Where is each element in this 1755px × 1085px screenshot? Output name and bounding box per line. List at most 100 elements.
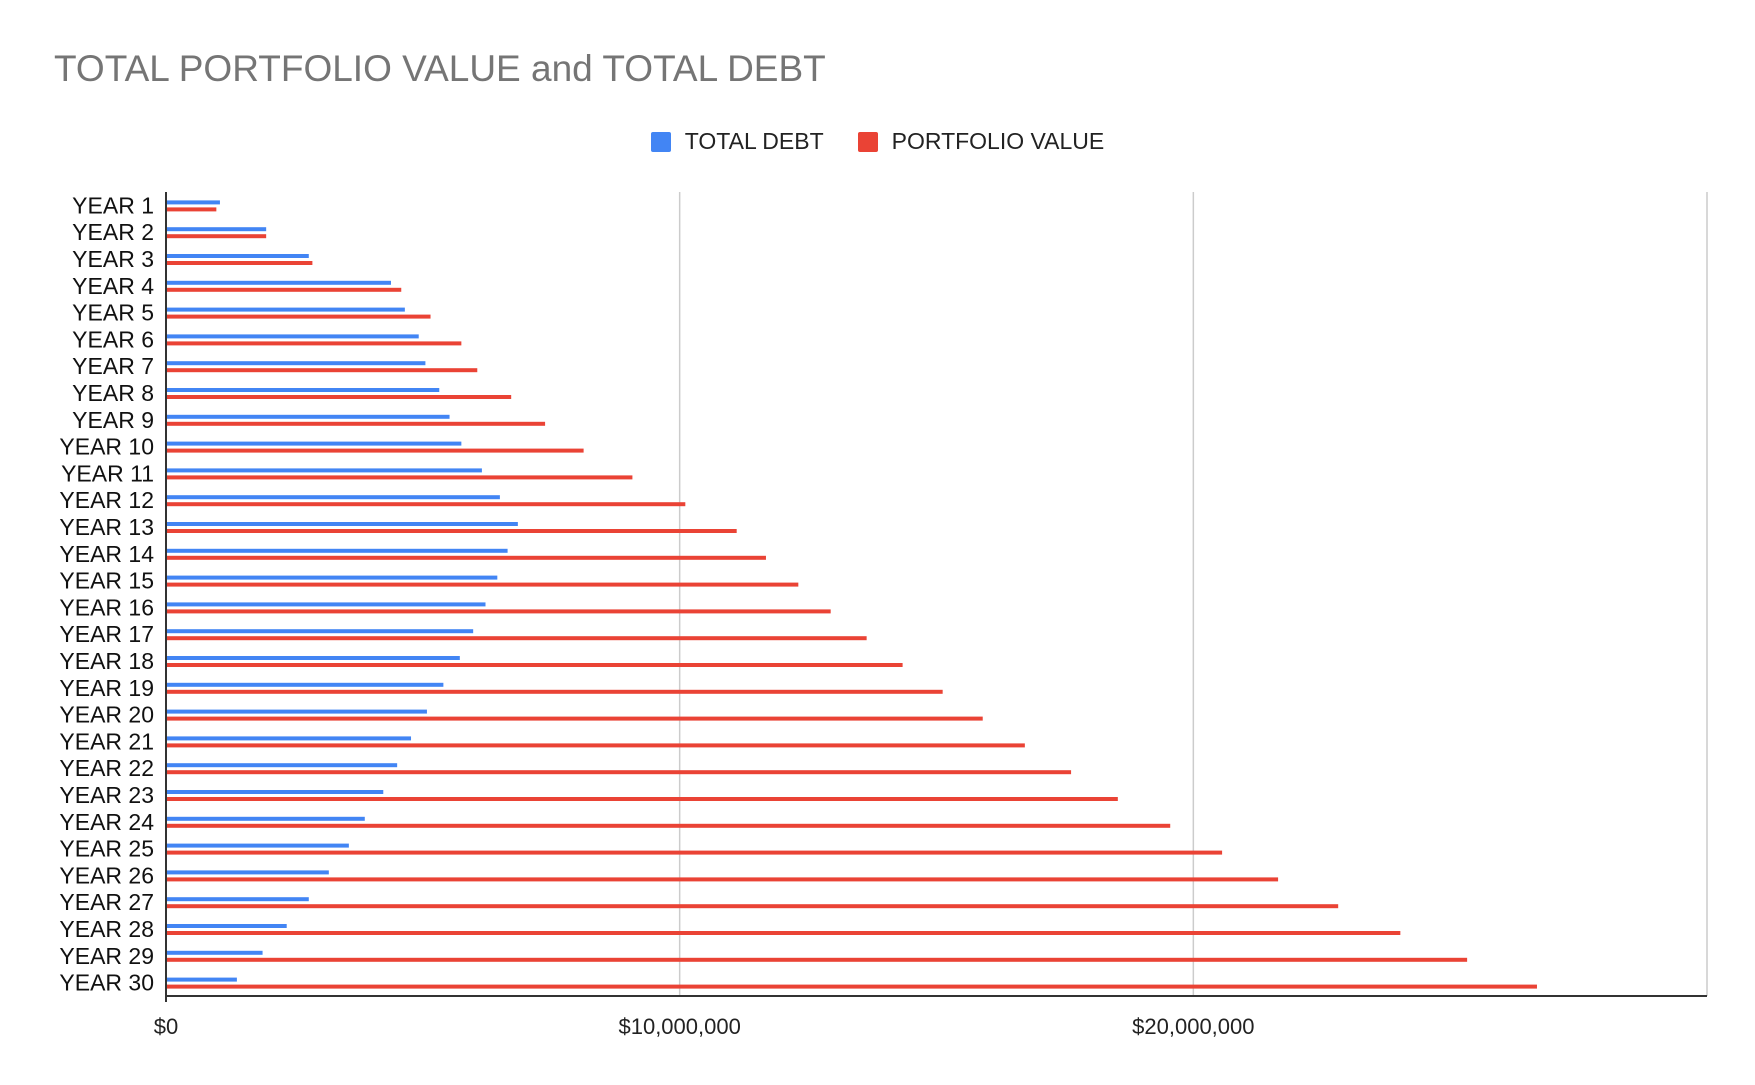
bar-total-debt[interactable] [166, 709, 427, 714]
y-category-label: YEAR 4 [72, 273, 154, 299]
y-category-label: YEAR 26 [59, 862, 154, 888]
x-tick-label: $0 [154, 1014, 178, 1039]
bar-portfolio-value[interactable] [166, 341, 462, 346]
bar-portfolio-value[interactable] [166, 555, 766, 560]
bar-portfolio-value[interactable] [166, 770, 1072, 775]
y-category-label: YEAR 8 [72, 380, 154, 406]
y-category-label: YEAR 1 [72, 192, 154, 218]
y-category-label: YEAR 7 [72, 353, 154, 379]
y-category-label: YEAR 11 [61, 460, 154, 486]
bar-portfolio-value[interactable] [166, 314, 431, 319]
bar-total-debt[interactable] [166, 522, 518, 526]
bar-portfolio-value[interactable] [166, 984, 1537, 989]
legend-label-portfolio-value: PORTFOLIO VALUE [891, 128, 1105, 154]
bar-total-debt[interactable] [166, 307, 405, 312]
bar-portfolio-value[interactable] [166, 502, 686, 507]
bar-portfolio-value[interactable] [166, 207, 217, 212]
y-category-label: YEAR 25 [59, 836, 154, 862]
y-category-label: YEAR 12 [59, 487, 154, 513]
bar-total-debt[interactable] [166, 629, 474, 634]
bar-total-debt[interactable] [166, 602, 486, 607]
bar-portfolio-value[interactable] [166, 689, 943, 694]
y-category-label: YEAR 2 [72, 219, 154, 245]
y-category-label: YEAR 14 [59, 541, 154, 567]
bar-total-debt[interactable] [166, 816, 365, 821]
bar-total-debt[interactable] [166, 897, 309, 902]
bar-total-debt[interactable] [166, 361, 426, 366]
y-category-label: YEAR 24 [59, 809, 154, 835]
bar-total-debt[interactable] [166, 495, 500, 500]
bar-total-debt[interactable] [166, 736, 412, 741]
bar-portfolio-value[interactable] [166, 850, 1223, 855]
y-category-label: YEAR 17 [59, 621, 154, 647]
y-category-label: YEAR 27 [59, 889, 154, 915]
y-category-label: YEAR 16 [59, 594, 154, 620]
bar-portfolio-value[interactable] [166, 448, 584, 453]
y-category-label: YEAR 28 [59, 916, 154, 942]
bar-total-debt[interactable] [166, 280, 391, 285]
bar-portfolio-value[interactable] [166, 663, 903, 667]
bar-portfolio-value[interactable] [166, 716, 983, 721]
bar-portfolio-value[interactable] [166, 261, 313, 265]
bar-total-debt[interactable] [166, 414, 450, 419]
y-category-label: YEAR 3 [72, 246, 154, 272]
bar-total-debt[interactable] [166, 227, 267, 232]
bar-total-debt[interactable] [166, 950, 263, 955]
y-category-label: YEAR 18 [59, 648, 154, 674]
legend-label-total-debt: TOTAL DEBT [684, 128, 824, 154]
bar-total-debt[interactable] [166, 441, 462, 446]
y-category-label: YEAR 15 [59, 568, 154, 594]
y-category-label: YEAR 5 [72, 300, 154, 326]
legend: TOTAL DEBT PORTFOLIO VALUE [0, 128, 1755, 155]
bar-total-debt[interactable] [166, 977, 237, 982]
bar-portfolio-value[interactable] [166, 529, 737, 533]
y-category-label: YEAR 23 [59, 782, 154, 808]
bar-total-debt[interactable] [166, 254, 309, 258]
bar-total-debt[interactable] [166, 656, 460, 660]
bar-portfolio-value[interactable] [166, 931, 1401, 935]
legend-swatch-total-debt [650, 131, 671, 152]
y-category-label: YEAR 29 [59, 943, 154, 969]
bar-total-debt[interactable] [166, 843, 349, 848]
legend-swatch-portfolio-value [857, 131, 878, 152]
y-category-label: YEAR 22 [59, 755, 154, 781]
bar-total-debt[interactable] [166, 790, 384, 794]
bar-portfolio-value[interactable] [166, 609, 831, 614]
y-category-label: YEAR 9 [72, 407, 154, 433]
y-category-label: YEAR 13 [59, 514, 154, 540]
bar-portfolio-value[interactable] [166, 904, 1339, 909]
bar-portfolio-value[interactable] [166, 234, 267, 239]
bar-total-debt[interactable] [166, 548, 508, 553]
y-category-label: YEAR 6 [72, 326, 154, 352]
y-category-label: YEAR 19 [59, 675, 154, 701]
bar-portfolio-value[interactable] [166, 636, 867, 641]
bar-portfolio-value[interactable] [166, 475, 633, 480]
bar-portfolio-value[interactable] [166, 957, 1468, 962]
x-tick-label: $20,000,000 [1132, 1014, 1254, 1039]
bar-total-debt[interactable] [166, 682, 444, 687]
bar-total-debt[interactable] [166, 575, 498, 580]
chart-title: TOTAL PORTFOLIO VALUE and TOTAL DEBT [54, 48, 826, 89]
bar-portfolio-value[interactable] [166, 823, 1171, 828]
bar-portfolio-value[interactable] [166, 877, 1279, 882]
bar-portfolio-value[interactable] [166, 395, 512, 399]
bar-portfolio-value[interactable] [166, 797, 1118, 801]
bar-total-debt[interactable] [166, 870, 329, 875]
bar-portfolio-value[interactable] [166, 421, 546, 426]
legend-item-total-debt[interactable]: TOTAL DEBT [650, 128, 824, 155]
legend-item-portfolio-value[interactable]: PORTFOLIO VALUE [857, 128, 1105, 155]
bar-total-debt[interactable] [166, 763, 398, 768]
bar-total-debt[interactable] [166, 334, 419, 339]
y-category-label: YEAR 10 [59, 434, 154, 460]
bar-total-debt[interactable] [166, 468, 482, 473]
bar-portfolio-value[interactable] [166, 368, 478, 373]
bar-total-debt[interactable] [166, 924, 287, 928]
y-category-label: YEAR 20 [59, 702, 154, 728]
bar-total-debt[interactable] [166, 200, 220, 205]
bar-portfolio-value[interactable] [166, 287, 402, 292]
bar-portfolio-value[interactable] [166, 743, 1025, 748]
x-tick-label: $10,000,000 [618, 1014, 740, 1039]
bar-total-debt[interactable] [166, 388, 440, 392]
bar-portfolio-value[interactable] [166, 582, 799, 587]
